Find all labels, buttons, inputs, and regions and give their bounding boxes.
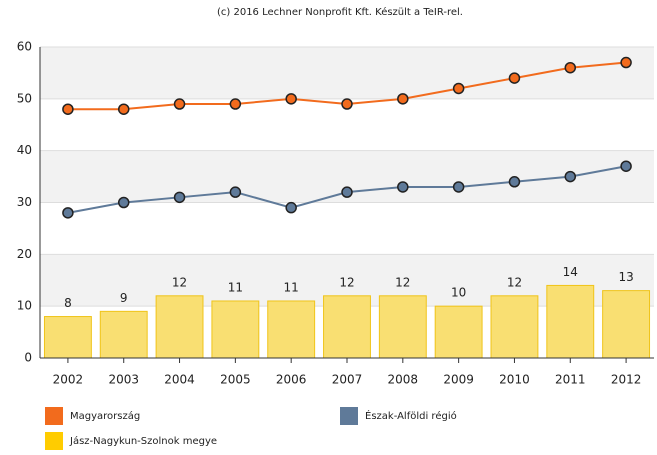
y-tick-label: 20 [17,247,32,261]
y-tick-label: 40 [17,143,32,157]
grid-band [40,47,654,99]
bar [490,295,539,359]
data-label: 14 [563,265,578,279]
data-label: 11 [284,280,299,294]
marker [173,191,186,204]
data-label: 10 [451,286,466,300]
marker [173,98,186,110]
x-tick-label: 2002 [53,373,84,387]
x-tick-label: 2004 [164,373,195,387]
bar [155,295,204,359]
marker [62,103,74,115]
chart-title: (c) 2016 Lechner Nonprofit Kft. Készült … [217,6,463,18]
data-label: 13 [618,270,633,284]
marker [62,207,74,219]
marker [397,181,409,193]
data-label: 9 [120,291,128,305]
data-label: 12 [172,275,187,289]
marker [229,186,242,198]
marker [564,170,577,183]
x-tick-label: 2010 [499,373,530,387]
legend-swatch [340,407,358,425]
x-tick-label: 2009 [443,373,474,387]
y-tick-label: 0 [24,351,32,365]
marker [620,160,632,172]
y-tick-label: 10 [17,299,32,313]
bar [99,310,148,359]
bar [323,295,371,359]
marker [341,98,353,110]
marker [285,93,297,105]
legend-swatch [45,407,63,425]
marker [620,56,632,69]
marker [452,181,465,193]
marker [117,103,130,115]
x-tick-label: 2008 [388,373,419,387]
marker [229,98,242,110]
data-label: 12 [507,275,522,289]
y-tick-label: 50 [17,91,32,105]
data-label: 12 [339,275,354,289]
data-label: 12 [395,275,410,289]
bar [43,316,92,359]
y-tick-label: 30 [17,195,32,209]
x-tick-label: 2011 [555,373,586,387]
legend-label: Jász-Nagykun-Szolnok megye [69,435,217,447]
data-label: 11 [228,280,243,294]
marker [508,72,521,84]
marker [508,176,521,188]
bar [546,284,595,359]
marker [564,61,577,74]
marker [117,196,130,209]
legend-label: Észak-Alföldi régió [365,409,457,422]
marker [285,201,297,214]
x-tick-label: 2012 [611,373,642,387]
legend-label: Magyarország [70,410,140,422]
data-label: 8 [64,296,72,310]
x-tick-label: 2006 [276,373,307,387]
legend-swatch [45,432,63,450]
x-tick-label: 2003 [108,373,139,387]
x-tick-label: 2005 [220,373,251,387]
marker [452,82,465,95]
marker [397,93,409,105]
bar [211,300,260,359]
bar [434,305,483,359]
marker [341,186,353,198]
bar [602,290,651,359]
y-tick-label: 60 [17,40,32,54]
x-tick-label: 2007 [332,373,363,387]
bar [378,295,427,359]
bar [267,300,316,359]
